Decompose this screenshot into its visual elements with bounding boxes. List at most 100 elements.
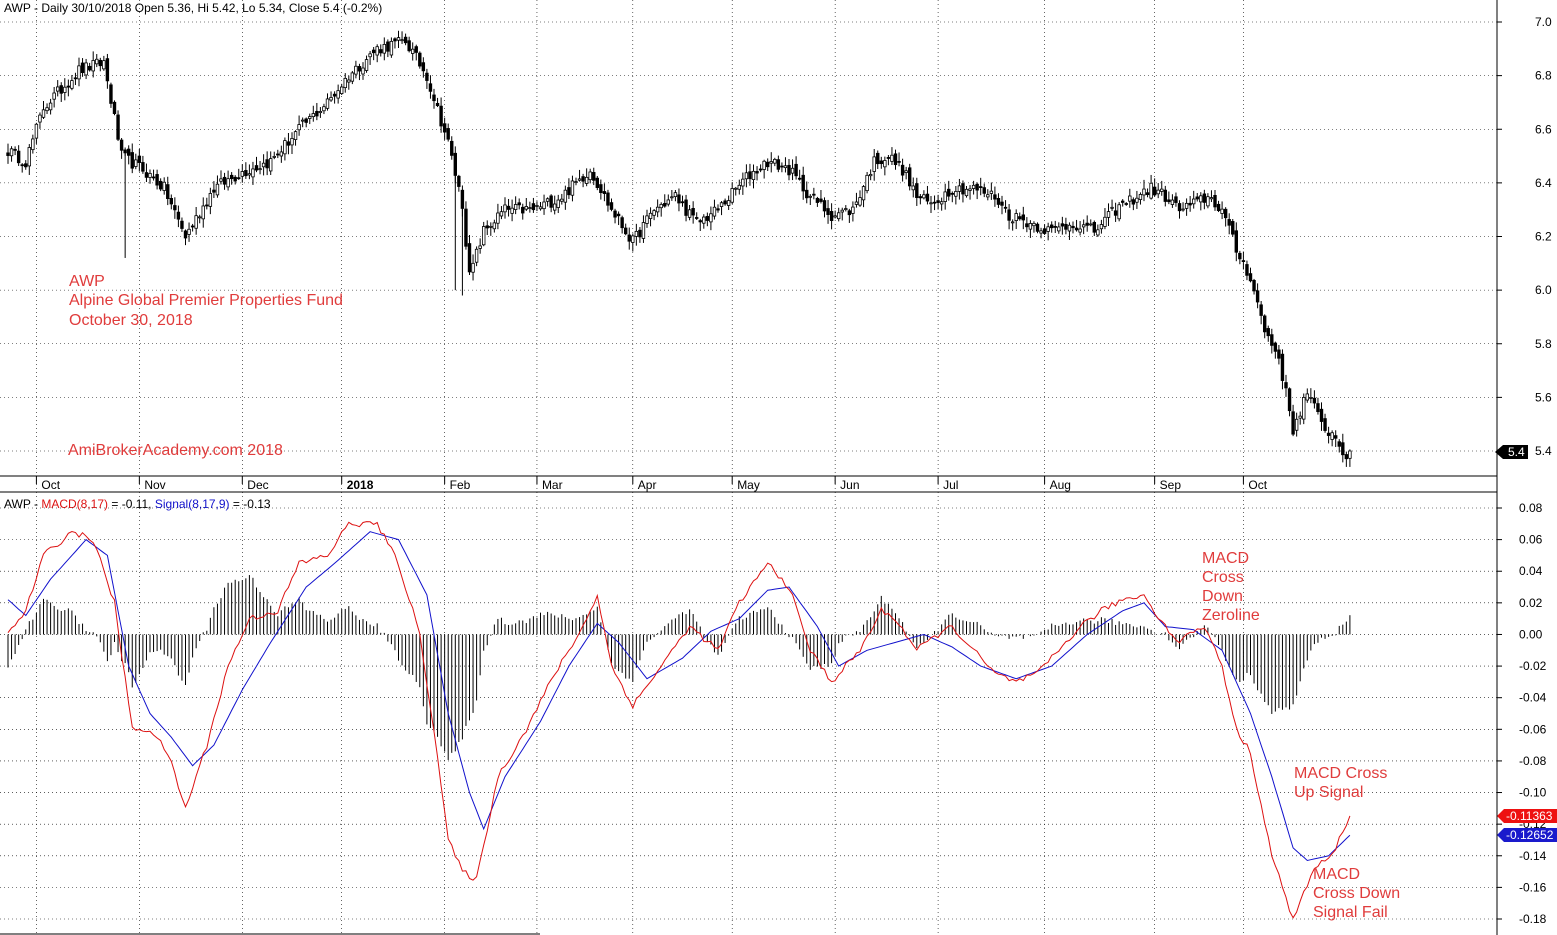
candle-body-down — [606, 192, 610, 206]
candle — [588, 168, 592, 184]
candle-body-up — [293, 131, 298, 140]
price-y-tick-label: 6.0 — [1535, 283, 1552, 297]
candle — [638, 227, 642, 243]
candle — [1163, 185, 1167, 207]
candle-body-down — [602, 191, 607, 194]
candle-body-down — [1234, 230, 1238, 253]
candle-body-up — [503, 204, 507, 213]
candle — [524, 197, 528, 211]
candle — [744, 164, 749, 188]
candle — [1092, 220, 1096, 236]
macd-lines — [7, 521, 1351, 919]
macd-y-tick-label: -0.18 — [1519, 912, 1547, 926]
candle-body-down — [1074, 227, 1079, 231]
candle — [389, 37, 394, 58]
candle — [577, 169, 582, 182]
candle-body-down — [1316, 403, 1320, 413]
candle — [698, 218, 702, 231]
candle — [393, 37, 397, 49]
candle-body-up — [726, 200, 731, 206]
candle — [1344, 451, 1349, 467]
month-label: Aug — [1050, 478, 1071, 492]
candle-body-up — [1099, 224, 1104, 230]
candle-body-up — [318, 111, 323, 114]
candle — [400, 31, 404, 44]
candle-body-up — [471, 262, 475, 273]
candle — [1177, 200, 1182, 219]
candle — [350, 70, 355, 85]
candle — [751, 164, 756, 189]
candle — [925, 185, 930, 205]
candle — [1305, 388, 1309, 403]
candle — [822, 197, 827, 218]
candle — [531, 197, 536, 213]
price-y-axis: 7.0 6.8 6.6 6.4 6.2 6.0 5.8 5.6 5.4 — [1497, 15, 1552, 458]
candle — [1277, 344, 1281, 365]
candle — [1010, 219, 1015, 231]
candle-body-up — [336, 90, 340, 99]
candle-body-up — [361, 67, 365, 75]
candle — [38, 112, 42, 129]
candle-body-down — [13, 148, 17, 151]
candle — [652, 208, 656, 221]
candle — [1188, 195, 1192, 212]
candle — [318, 107, 323, 118]
candle-body-up — [84, 62, 88, 76]
candle-body-up — [545, 198, 550, 202]
candle — [410, 42, 415, 61]
candle-body-down — [819, 198, 823, 202]
candle-body-down — [1174, 196, 1178, 203]
candle — [1284, 374, 1288, 397]
candle-body-up — [553, 203, 557, 211]
candle — [1294, 412, 1299, 437]
candle-body-up — [730, 188, 734, 203]
candle — [244, 162, 248, 179]
candle — [1152, 178, 1157, 197]
candle-body-down — [212, 189, 216, 193]
candle — [609, 198, 614, 212]
candle — [872, 148, 876, 181]
candle — [989, 182, 994, 200]
price-y-tick-label: 5.8 — [1535, 337, 1552, 351]
candle-body-up — [851, 206, 855, 214]
candle-body-up — [364, 59, 369, 71]
candle — [1241, 251, 1246, 270]
candle-body-up — [56, 86, 60, 92]
candle-body-down — [1050, 224, 1054, 229]
candle-body-up — [655, 206, 660, 213]
candle — [1039, 227, 1043, 239]
candle — [787, 158, 791, 181]
candle — [1287, 387, 1292, 417]
candle-body-up — [297, 124, 301, 131]
candle-body-down — [680, 201, 685, 204]
candle-body-down — [1060, 223, 1065, 227]
candle — [1128, 188, 1132, 208]
candle-body-down — [567, 187, 571, 196]
macd-line — [7, 521, 1351, 919]
candle — [464, 201, 468, 250]
candle — [233, 175, 237, 185]
candle — [1057, 222, 1061, 234]
candle — [844, 205, 848, 212]
candle-body-up — [396, 37, 401, 41]
candle-body-down — [467, 243, 472, 273]
candle-body-down — [1252, 280, 1256, 292]
candle — [332, 91, 337, 104]
candle-body-down — [1000, 201, 1004, 206]
candle-body-down — [787, 164, 791, 176]
candle — [1170, 194, 1175, 208]
candle-body-down — [1113, 210, 1118, 216]
candle-body-up — [134, 159, 138, 167]
candle-body-down — [190, 225, 195, 228]
candle — [485, 220, 489, 236]
candle-body-down — [1042, 228, 1047, 234]
candle — [1160, 180, 1164, 196]
candle — [1174, 192, 1178, 207]
candle — [1184, 198, 1189, 216]
candle — [1124, 202, 1128, 206]
candle — [127, 145, 131, 165]
candle — [197, 214, 202, 224]
candle — [1021, 206, 1025, 230]
candle — [936, 194, 940, 210]
candle — [112, 100, 117, 116]
